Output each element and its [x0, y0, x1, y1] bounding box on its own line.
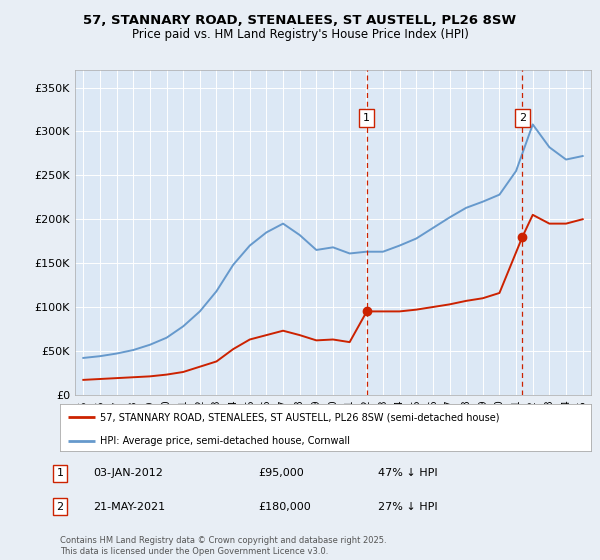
Text: Price paid vs. HM Land Registry's House Price Index (HPI): Price paid vs. HM Land Registry's House … — [131, 28, 469, 41]
Text: 57, STANNARY ROAD, STENALEES, ST AUSTELL, PL26 8SW (semi-detached house): 57, STANNARY ROAD, STENALEES, ST AUSTELL… — [100, 412, 499, 422]
Text: 47% ↓ HPI: 47% ↓ HPI — [378, 468, 437, 478]
Text: 03-JAN-2012: 03-JAN-2012 — [93, 468, 163, 478]
Text: 27% ↓ HPI: 27% ↓ HPI — [378, 502, 437, 512]
Text: 2: 2 — [56, 502, 64, 512]
Text: 1: 1 — [56, 468, 64, 478]
Text: 21-MAY-2021: 21-MAY-2021 — [93, 502, 165, 512]
Text: 2: 2 — [519, 113, 526, 123]
Text: £180,000: £180,000 — [258, 502, 311, 512]
Text: 1: 1 — [363, 113, 370, 123]
Text: £95,000: £95,000 — [258, 468, 304, 478]
Text: 57, STANNARY ROAD, STENALEES, ST AUSTELL, PL26 8SW: 57, STANNARY ROAD, STENALEES, ST AUSTELL… — [83, 14, 517, 27]
Text: Contains HM Land Registry data © Crown copyright and database right 2025.
This d: Contains HM Land Registry data © Crown c… — [60, 536, 386, 556]
Text: HPI: Average price, semi-detached house, Cornwall: HPI: Average price, semi-detached house,… — [100, 436, 350, 446]
